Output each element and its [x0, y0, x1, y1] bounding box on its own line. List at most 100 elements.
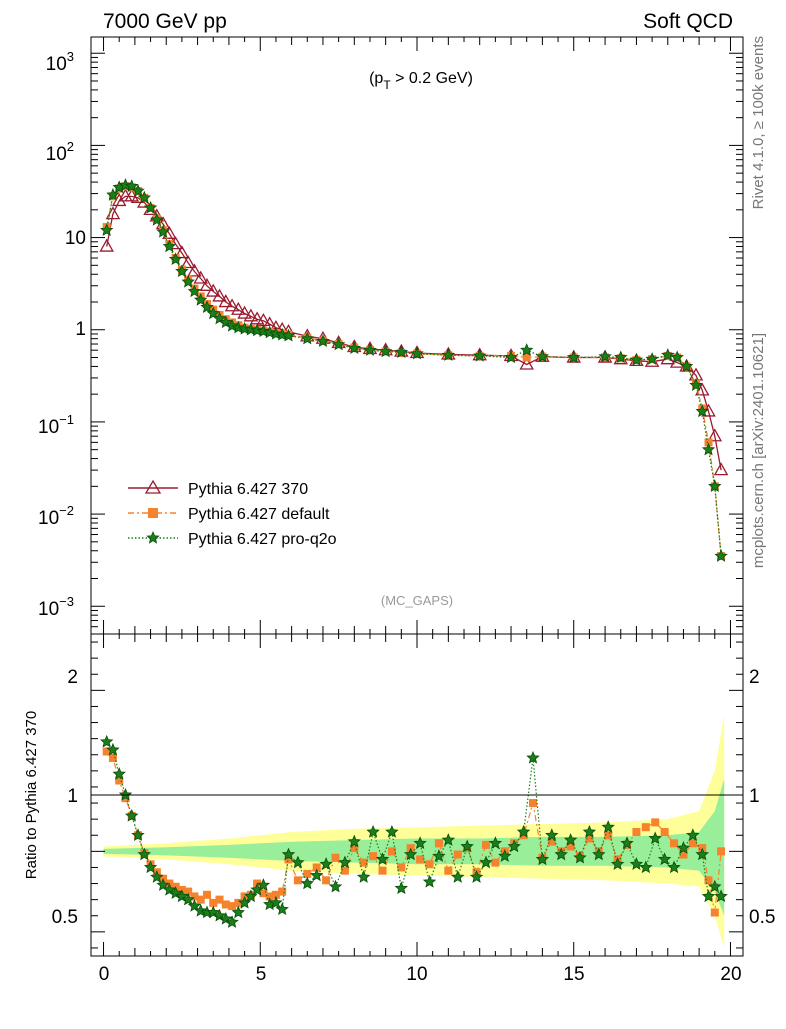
main-point-pythia-6-427-370-19: [218, 294, 234, 308]
ratio-point-pythia-6-427-pro-q2o-71: [676, 841, 691, 854]
main-point-pythia-6-427-pro-q2o-53: [701, 442, 716, 456]
ratio-point-pythia-6-427-pro-q2o-65: [620, 836, 634, 850]
ratio-point-pythia-6-427-pro-q2o-44: [422, 874, 437, 888]
ratio-point-pythia-6-427-default-27: [271, 890, 280, 899]
ratio-point-pythia-6-427-pro-q2o-37: [357, 870, 371, 883]
main-point-pythia-6-427-370-16: [199, 277, 215, 291]
main-point-pythia-6-427-pro-q2o-43: [566, 350, 581, 364]
ratio-point-pythia-6-427-pro-q2o-0: [100, 734, 114, 748]
main-point-pythia-6-427-pro-q2o-7: [143, 200, 158, 214]
ytick-label-1000: 103: [46, 49, 74, 75]
ratio-point-pythia-6-427-default-67: [641, 823, 650, 832]
main-point-pythia-6-427-pro-q2o-14: [187, 284, 202, 298]
ratio-point-pythia-6-427-default-3: [121, 794, 130, 803]
main-point-pythia-6-427-pro-q2o-40: [504, 350, 518, 364]
ytick-exp-0.01: −2: [59, 503, 74, 518]
ratio-point-pythia-6-427-pro-q2o-13: [181, 892, 195, 906]
ratio-point-pythia-6-427-default-31: [303, 869, 312, 878]
ratio-point-pythia-6-427-pro-q2o-70: [667, 860, 681, 874]
ratio-point-pythia-6-427-default-1: [108, 753, 117, 762]
legend-entry-proq2o: Pythia 6.427 pro-q2o: [128, 530, 337, 548]
main-point-pythia-6-427-pro-q2o-28: [275, 327, 289, 341]
main-point-pythia-6-427-pro-q2o-13: [181, 274, 195, 288]
main-point-pythia-6-427-pro-q2o-45: [613, 350, 628, 364]
xtick-label-20: 20: [720, 964, 741, 985]
main-point-pythia-6-427-370-21: [231, 301, 246, 315]
ratio-point-pythia-6-427-pro-q2o-69: [657, 852, 672, 866]
ratio-ytick-label-1: 1: [67, 786, 78, 807]
ratio-point-pythia-6-427-pro-q2o-22: [237, 895, 252, 909]
legend-entry-370: Pythia 6.427 370: [128, 479, 308, 498]
ytick-exp-0.1: −1: [59, 412, 74, 427]
ratio-point-pythia-6-427-default-74: [704, 876, 713, 885]
ratio-point-pythia-6-427-default-26: [265, 892, 274, 901]
ratio-point-pythia-6-427-pro-q2o-43: [413, 836, 427, 850]
ytick-base-0.001: 10: [38, 599, 59, 620]
ytick-label-0.1: 10−1: [38, 412, 74, 438]
ratio-point-pythia-6-427-default-20: [228, 902, 237, 911]
ratio-point-pythia-6-427-pro-q2o-3: [118, 787, 133, 801]
legend-label-370: Pythia 6.427 370: [188, 481, 308, 498]
analysis-tag: (MC_GAPS): [381, 593, 453, 608]
ratio-point-pythia-6-427-pro-q2o-17: [206, 905, 220, 919]
ratio-point-pythia-6-427-default-50: [481, 840, 490, 849]
ytick-base-0.1: 10: [38, 417, 59, 438]
ratio-point-pythia-6-427-default-29: [284, 855, 293, 864]
ratio-point-pythia-6-427-pro-q2o-66: [629, 857, 644, 870]
ratio-point-pythia-6-427-pro-q2o-76: [714, 889, 728, 903]
ratio-point-pythia-6-427-default-33: [322, 876, 331, 885]
ratio-point-pythia-6-427-pro-q2o-73: [695, 847, 710, 861]
main-point-pythia-6-427-370-55: [713, 462, 729, 476]
main-point-pythia-6-427-370-13: [180, 255, 196, 269]
main-point-pythia-6-427-pro-q2o-6: [137, 190, 151, 204]
main-point-pythia-6-427-pro-q2o-36: [394, 345, 408, 358]
ratio-ylabel: Ratio to Pythia 6.427 370: [23, 711, 40, 879]
ratio-point-pythia-6-427-default-45: [434, 839, 443, 848]
main-point-pythia-6-427-pro-q2o-47: [645, 352, 659, 365]
ratio-point-pythia-6-427-default-57: [547, 837, 556, 846]
ratio-point-pythia-6-427-pro-q2o-45: [432, 849, 446, 862]
main-point-pythia-6-427-pro-q2o-21: [231, 320, 245, 334]
ytick-label-100: 102: [46, 139, 74, 165]
main-point-pythia-6-427-pro-q2o-24: [250, 323, 264, 337]
ratio-point-pythia-6-427-default-55: [528, 799, 537, 808]
ratio-point-pythia-6-427-pro-q2o-61: [582, 824, 597, 838]
legend-entry-default: Pythia 6.427 default: [128, 506, 330, 523]
xtick-label-5: 5: [256, 964, 267, 985]
ytick-label-1: 1: [75, 319, 86, 340]
main-point-pythia-6-427-pro-q2o-12: [175, 264, 189, 278]
ratio-point-pythia-6-427-pro-q2o-20: [225, 915, 239, 928]
main-point-pythia-6-427-pro-q2o-31: [316, 334, 330, 347]
main-point-pythia-6-427-pro-q2o-35: [378, 344, 393, 358]
ratio-band: [103, 714, 725, 948]
ratio-point-pythia-6-427-pro-q2o-41: [394, 881, 408, 895]
ratio-point-pythia-6-427-default-35: [340, 866, 349, 875]
header-right: Soft QCD: [643, 10, 733, 33]
ratio-point-pythia-6-427-pro-q2o-8: [150, 870, 164, 883]
ratio-point-pythia-6-427-pro-q2o-57: [545, 828, 559, 841]
ratio-point-pythia-6-427-default-75: [710, 908, 719, 917]
cut-rest: > 0.2 GeV): [391, 70, 473, 87]
ratio-point-pythia-6-427-pro-q2o-34: [328, 879, 343, 893]
ratio-point-pythia-6-427-default-18: [215, 895, 224, 904]
main-point-pythia-6-427-pro-q2o-20: [225, 318, 239, 332]
main-point-pythia-6-427-370-23: [243, 308, 259, 322]
ytick-exp-1000: 3: [67, 49, 74, 64]
main-point-pythia-6-427-370-20: [224, 298, 240, 312]
main-point-pythia-6-427-pro-q2o-0: [100, 223, 114, 236]
ratio-point-pythia-6-427-default-40: [387, 847, 396, 856]
ratio-point-pythia-6-427-pro-q2o-4: [125, 808, 139, 822]
main-point-pythia-6-427-pro-q2o-39: [473, 348, 487, 362]
header-left: 7000 GeV pp: [103, 10, 227, 33]
ratio-point-pythia-6-427-pro-q2o-6: [137, 847, 151, 861]
ratio-point-pythia-6-427-default-36: [350, 844, 359, 853]
ratio-point-pythia-6-427-default-70: [670, 839, 679, 848]
ratio-point-pythia-6-427-pro-q2o-48: [460, 839, 474, 853]
main-point-pythia-6-427-pro-q2o-54: [708, 479, 722, 493]
main-point-pythia-6-427-pro-q2o-37: [410, 346, 424, 360]
main-point-pythia-6-427-pro-q2o-29: [281, 328, 296, 342]
ratio-point-pythia-6-427-pro-q2o-42: [403, 847, 418, 861]
main-line-pythia-6-427-default: [106, 185, 722, 557]
ratio-point-pythia-6-427-pro-q2o-50: [479, 855, 493, 869]
